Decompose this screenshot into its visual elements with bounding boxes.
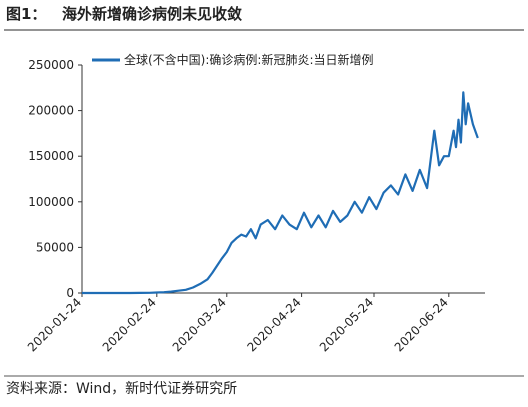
x-tick-label: 2020-05-24 bbox=[317, 295, 376, 354]
y-tick-label: 250000 bbox=[28, 58, 74, 72]
chart-title: 海外新增确诊病例未见收敛 bbox=[62, 5, 242, 23]
figure-label: 图1： bbox=[6, 5, 46, 23]
y-tick-label: 200000 bbox=[28, 104, 74, 118]
x-tick-label: 2020-06-24 bbox=[392, 295, 451, 354]
x-tick-label: 2020-03-24 bbox=[170, 295, 229, 354]
legend-label: 全球(不含中国):确诊病例:新冠肺炎:当日新增例 bbox=[124, 52, 374, 67]
x-tick-label: 2020-01-24 bbox=[25, 295, 84, 354]
y-tick-label: 50000 bbox=[36, 240, 74, 254]
y-tick-label: 0 bbox=[66, 286, 74, 300]
y-tick-label: 100000 bbox=[28, 195, 74, 209]
x-tick-label: 2020-04-24 bbox=[244, 295, 303, 354]
y-tick-label: 150000 bbox=[28, 149, 74, 163]
x-tick-label: 2020-02-24 bbox=[100, 295, 159, 354]
source: 资料来源：Wind，新时代证券研究所 bbox=[6, 381, 237, 397]
data-line bbox=[82, 91, 479, 295]
